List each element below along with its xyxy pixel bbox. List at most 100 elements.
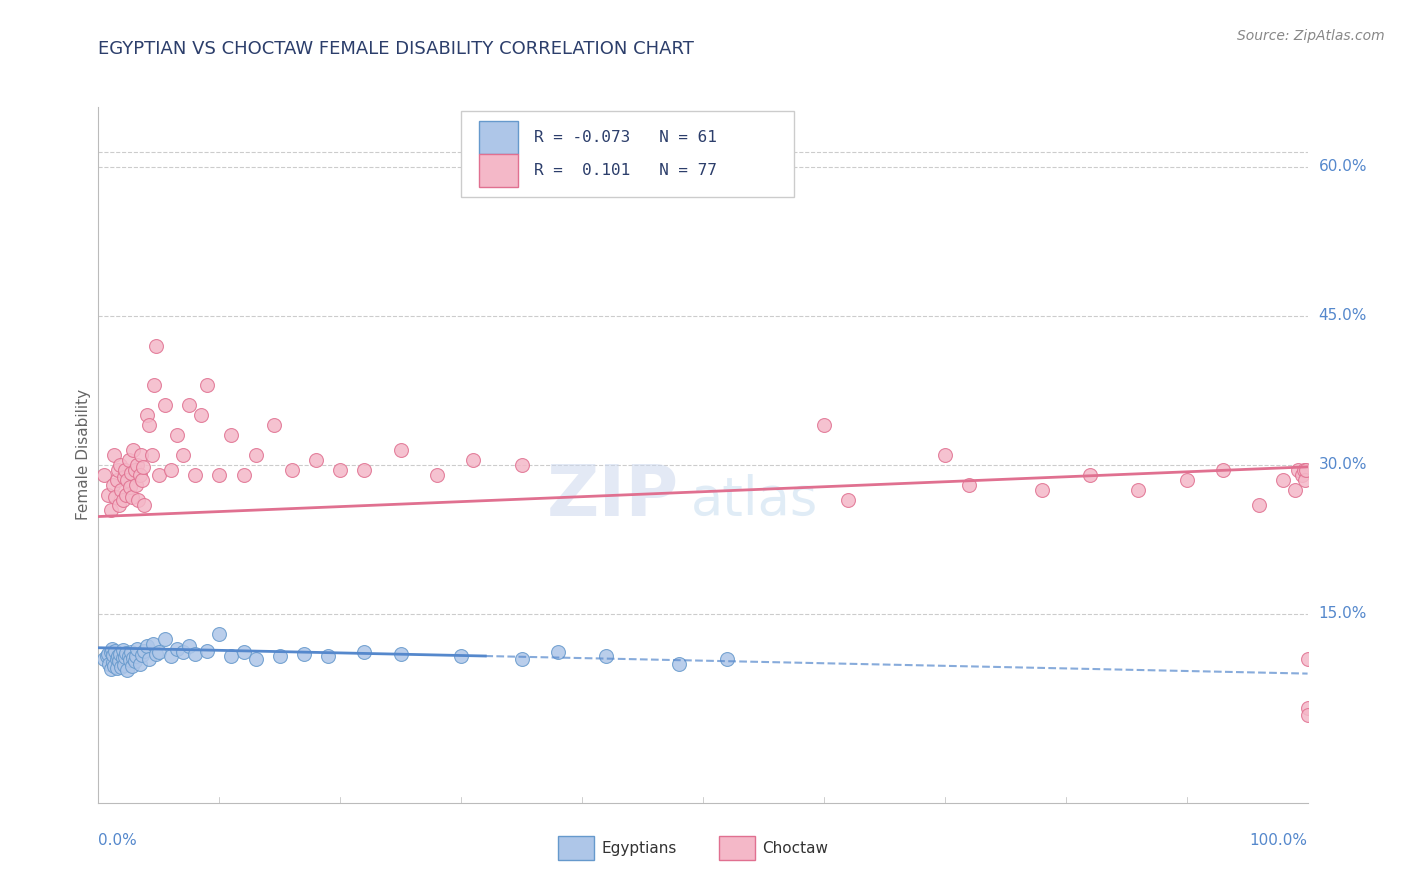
Point (813, 418, 835, 433)
Point (105, 660, 128, 674)
Point (195, 644, 218, 658)
Point (97, 647, 120, 661)
Point (221, 428, 243, 442)
Text: Source: ZipAtlas.com: Source: ZipAtlas.com (1237, 29, 1385, 43)
Point (125, 477, 148, 491)
Point (668, 657, 690, 671)
Text: 30.0%: 30.0% (1319, 458, 1367, 473)
Text: ZIP: ZIP (547, 462, 679, 531)
Point (177, 639, 201, 653)
Point (1286, 463, 1309, 477)
Point (115, 646, 138, 660)
Point (108, 654, 131, 668)
Point (101, 477, 124, 491)
Point (153, 632, 176, 646)
Point (138, 418, 160, 433)
Point (221, 648, 243, 663)
Point (166, 641, 188, 656)
Point (269, 648, 291, 663)
Point (100, 645, 122, 659)
Point (128, 467, 150, 482)
Point (118, 453, 141, 467)
Point (104, 644, 127, 658)
Point (104, 490, 127, 504)
FancyBboxPatch shape (479, 121, 517, 154)
Point (177, 398, 201, 412)
Point (195, 378, 218, 392)
Point (232, 645, 254, 659)
Point (510, 651, 533, 665)
Point (110, 659, 132, 673)
Point (353, 645, 375, 659)
Point (122, 650, 145, 665)
Point (281, 463, 304, 477)
Point (172, 448, 194, 462)
Point (135, 408, 157, 422)
Point (957, 477, 980, 491)
Point (148, 467, 170, 482)
FancyBboxPatch shape (558, 836, 595, 860)
Point (103, 448, 125, 462)
Point (124, 463, 146, 477)
FancyBboxPatch shape (479, 153, 517, 187)
Point (138, 651, 160, 665)
Point (111, 492, 134, 507)
Point (93, 651, 115, 665)
Point (292, 647, 315, 661)
Point (547, 645, 569, 659)
Point (245, 651, 267, 665)
Text: EGYPTIAN VS CHOCTAW FEMALE DISABILITY CORRELATION CHART: EGYPTIAN VS CHOCTAW FEMALE DISABILITY CO… (98, 40, 695, 58)
Point (118, 653, 141, 667)
Point (1296, 701, 1319, 715)
Point (118, 480, 141, 494)
Point (145, 647, 167, 661)
Text: 15.0%: 15.0% (1319, 607, 1367, 622)
Point (145, 338, 167, 352)
Point (129, 448, 152, 462)
Point (1284, 483, 1306, 497)
Point (117, 663, 139, 677)
Point (353, 463, 375, 477)
Point (1078, 467, 1101, 482)
Point (190, 408, 212, 422)
Point (107, 648, 129, 663)
Point (128, 657, 150, 671)
Point (1296, 708, 1319, 723)
Point (463, 453, 485, 467)
Point (1294, 473, 1316, 487)
Point (100, 502, 122, 516)
Point (934, 448, 956, 462)
Point (1128, 483, 1150, 497)
Point (389, 647, 412, 661)
Point (114, 463, 136, 477)
Point (131, 648, 153, 662)
Point (141, 448, 163, 462)
Point (329, 463, 352, 477)
Point (166, 428, 188, 442)
Point (1175, 473, 1198, 487)
Point (305, 453, 328, 467)
Text: Egyptians: Egyptians (602, 840, 676, 855)
Point (595, 648, 617, 663)
Point (1212, 463, 1234, 477)
Point (837, 492, 859, 507)
Text: 100.0%: 100.0% (1250, 833, 1308, 848)
Point (510, 458, 533, 472)
Point (96, 648, 118, 663)
Point (93, 467, 115, 482)
Point (110, 483, 132, 497)
FancyBboxPatch shape (461, 111, 793, 197)
Point (1272, 473, 1295, 487)
Point (122, 442, 145, 457)
Point (117, 473, 139, 487)
Point (426, 467, 449, 482)
Point (121, 658, 143, 673)
Text: Choctaw: Choctaw (762, 840, 828, 855)
Point (120, 645, 142, 659)
Point (135, 639, 157, 653)
Point (160, 648, 183, 663)
Point (120, 466, 142, 480)
Point (111, 642, 134, 657)
Point (103, 658, 125, 673)
Point (124, 654, 146, 668)
